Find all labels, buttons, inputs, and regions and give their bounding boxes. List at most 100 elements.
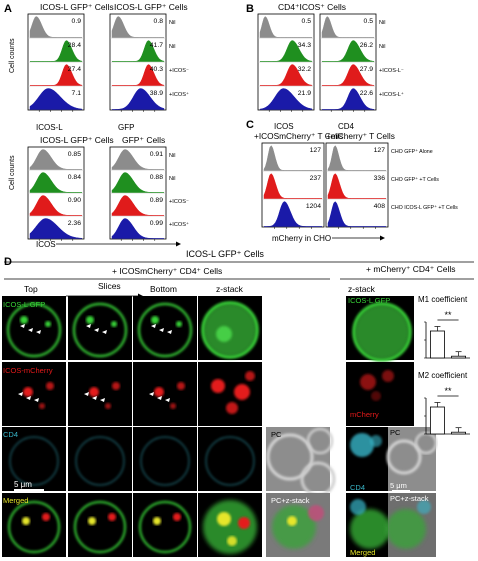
panel-d-left-group-title: + ICOSmCherry⁺ CD4⁺ Cells — [112, 266, 222, 276]
histogram-value: 21.9 — [298, 90, 311, 97]
micrograph-tile — [133, 427, 197, 491]
panel-c-left-title: +ICOSmCherry⁺ T Cells — [254, 131, 343, 141]
panel-d-right-zstack: z-stack — [348, 284, 376, 294]
histogram-peak — [260, 64, 313, 86]
fluorescent-puncta — [245, 371, 255, 381]
micrograph-tile — [198, 493, 262, 557]
microscopy-grid-right — [346, 296, 438, 557]
scale-bar-label: 5 μm — [14, 480, 32, 489]
panel-d-col-bottom: Bottom — [150, 284, 177, 294]
histogram-peak — [327, 201, 386, 227]
histogram-peak — [327, 145, 386, 171]
histogram-frame — [261, 142, 325, 228]
cell-membrane — [140, 436, 190, 486]
histogram-a-gfp: 0.8 Nil 41.7 Nil 40.3 +ICOS⁻ 38.9 +ICOS⁺ — [109, 13, 189, 112]
fluorescent-puncta — [382, 370, 394, 382]
histogram-peak — [29, 149, 82, 170]
right-row-label-cd4: CD4 — [350, 483, 365, 492]
fluorescent-puncta — [89, 387, 99, 397]
right-pc-zstack-label: PC+z-stack — [390, 494, 429, 503]
fluorescent-puncta — [45, 321, 51, 327]
histogram-row-label: +ICOS-L⁺ — [379, 91, 404, 98]
histogram-peak — [263, 145, 322, 171]
cell-membrane — [137, 302, 193, 358]
histogram-value: 0.89 — [150, 197, 163, 204]
micrograph-tile — [2, 362, 66, 426]
fluorescent-puncta — [23, 387, 33, 397]
histogram-peak — [111, 195, 164, 216]
panel-b-title: CD4⁺ICOS⁺ Cells — [278, 2, 346, 12]
right-scale-label: 5 μm — [390, 481, 407, 490]
row-label-icos-mcherry: ICOS-mCherry — [3, 366, 53, 375]
histogram-peak — [29, 16, 82, 38]
histogram-row-label: CHO ICOS-L GFP⁺ +T Cells — [391, 205, 458, 211]
histogram-x-ticks — [38, 239, 74, 241]
micrograph-tile — [346, 296, 414, 362]
right-row-label-icosl-gfp: ICOS-L GFP — [348, 296, 390, 305]
fluorescent-puncta — [153, 517, 161, 525]
panel-a-x-label-icos: ICOS — [36, 240, 56, 249]
overlay-cell-fill — [272, 505, 316, 549]
panel-a-x-label-gfp: GFP — [118, 123, 134, 132]
micrograph-tile — [198, 362, 262, 426]
fluorescent-puncta — [46, 382, 54, 390]
histogram-value: 1204 — [306, 203, 321, 210]
panel-a-bottom-right-title: GFP⁺ Cells — [122, 135, 165, 145]
histogram-row-label: +ICOS-L⁻ — [379, 68, 404, 74]
histogram-peak — [111, 16, 164, 38]
micrograph-tile — [68, 427, 132, 491]
histogram-x-ticks — [330, 110, 366, 112]
micrograph-tile — [2, 493, 66, 557]
histogram-b-cd4: 0.5 Nil 26.2 Nil 27.9 +ICOS-L⁻ 22.6 +ICOS-L⁺ — [319, 13, 404, 112]
arrowhead-marker — [159, 328, 164, 332]
fluorescent-puncta — [350, 499, 366, 515]
micrograph-tile — [68, 296, 132, 360]
micrograph-tile — [68, 362, 132, 426]
significance-stars: ** — [444, 386, 452, 396]
fluorescent-puncta — [151, 316, 159, 324]
fluorescent-puncta — [105, 403, 111, 409]
arrowhead-marker — [102, 330, 107, 334]
fluorescent-puncta — [42, 513, 50, 521]
panel-b-x-label-cd4: CD4 — [338, 122, 355, 131]
histogram-value: 408 — [374, 203, 386, 210]
micrograph-tile — [198, 296, 262, 360]
histogram-row-label: Nil — [169, 44, 176, 50]
histogram-row-label: CHO GFP⁺ Alone — [391, 149, 433, 155]
arrowhead-marker — [151, 324, 156, 328]
cell-membrane — [6, 302, 62, 358]
panel-a-top-left-title: ICOS-L GFP⁺ Cells — [40, 2, 114, 12]
fluorescent-puncta — [226, 402, 238, 414]
histogram-peak — [29, 172, 82, 193]
fluorescent-puncta — [111, 321, 117, 327]
zstack-cell-fill — [350, 509, 390, 549]
histogram-peak — [259, 88, 313, 110]
tile-background — [133, 493, 197, 557]
panel-a-bottom-left-title: ICOS-L GFP⁺ Cells — [40, 135, 114, 145]
fluorescent-puncta — [238, 517, 250, 529]
bar — [451, 431, 466, 435]
histogram-value: 40.3 — [150, 66, 163, 73]
panel-a-x-arrowhead — [176, 241, 181, 247]
fluorescent-puncta — [287, 516, 297, 526]
tile-background — [68, 296, 132, 360]
arrowhead-marker — [18, 392, 23, 396]
arrowhead-marker — [26, 396, 31, 400]
histogram-peak — [263, 173, 322, 199]
fluorescent-puncta — [360, 374, 376, 390]
panel-d-col-slices: Slices — [98, 281, 121, 291]
histogram-peak — [30, 40, 83, 62]
arrowhead-marker — [34, 398, 39, 402]
arrowhead-marker — [167, 330, 172, 334]
cell-membrane — [306, 427, 334, 455]
tile-background — [388, 427, 436, 491]
fluorescent-puncta — [370, 435, 382, 447]
histogram-value: 32.2 — [298, 66, 311, 73]
micrograph-tile — [133, 296, 197, 360]
panel-d-right-group-title: + mCherry⁺ CD4⁺ Cells — [366, 264, 456, 274]
panel-a-top-right-title: ICOS-L GFP⁺ Cells — [114, 2, 188, 12]
cell-membrane — [266, 433, 314, 481]
tile-background — [133, 427, 197, 491]
micrograph-tile — [68, 493, 132, 557]
